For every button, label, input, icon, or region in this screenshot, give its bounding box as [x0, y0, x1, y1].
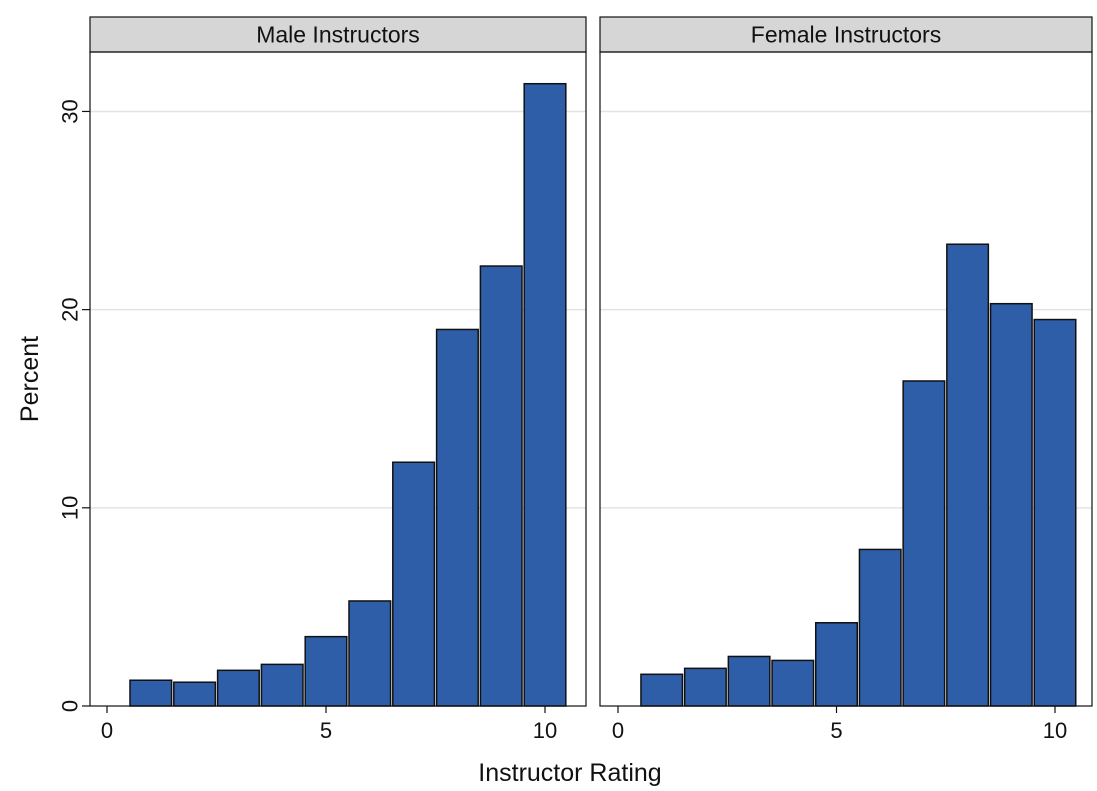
bar-male-5: [304, 635, 348, 707]
bars-female: [640, 243, 1077, 707]
x-axis-title: Instructor Rating: [478, 759, 661, 787]
bar-female-8: [946, 243, 990, 707]
x-ticks-female: 0 5 10: [612, 706, 1067, 743]
x-tick-label-female-10: 10: [1043, 718, 1067, 743]
bar-male-1: [129, 679, 173, 707]
x-ticks-male: 0 5 10: [101, 706, 557, 743]
panel-male-instructors: Male Instructors 0 5 10: [89, 16, 587, 743]
bar-female-9: [989, 302, 1033, 707]
bar-female-3: [727, 655, 771, 707]
frame-female: [599, 51, 1093, 707]
y-tick-label-20: 20: [58, 297, 83, 321]
bar-female-4: [771, 659, 815, 707]
bar-female-1: [640, 673, 684, 707]
bar-female-2: [683, 667, 727, 707]
bar-male-6: [348, 600, 392, 707]
x-tick-label-female-5: 5: [830, 718, 842, 743]
y-axis-title: Percent: [16, 336, 44, 422]
bars-male: [129, 82, 567, 707]
strip-label-male: Male Instructors: [256, 22, 420, 48]
bar-female-7: [902, 380, 946, 707]
y-tick-label-0: 0: [58, 700, 83, 712]
panel-female-instructors: Female Instructors 0 5 10: [599, 16, 1093, 743]
bar-male-9: [479, 265, 523, 707]
bar-male-10: [523, 82, 567, 707]
y-tick-label-10: 10: [58, 496, 83, 520]
strip-label-female: Female Instructors: [751, 22, 941, 48]
bar-male-2: [173, 681, 217, 707]
x-tick-label-female-0: 0: [612, 718, 624, 743]
bar-male-4: [260, 663, 304, 707]
y-tick-label-30: 30: [58, 99, 83, 123]
strip-male: [89, 16, 587, 53]
bar-male-3: [216, 669, 260, 707]
frame-male: [89, 51, 587, 707]
bar-male-8: [435, 328, 479, 707]
x-tick-label-male-10: 10: [533, 718, 557, 743]
bar-female-10: [1033, 318, 1077, 707]
y-axis: 0 10 20 30: [58, 99, 90, 712]
bar-female-5: [814, 622, 859, 707]
x-tick-label-male-5: 5: [320, 718, 332, 743]
strip-female: [599, 16, 1093, 53]
x-tick-label-male-0: 0: [101, 718, 113, 743]
bar-male-7: [392, 461, 436, 707]
bar-female-6: [858, 548, 902, 707]
